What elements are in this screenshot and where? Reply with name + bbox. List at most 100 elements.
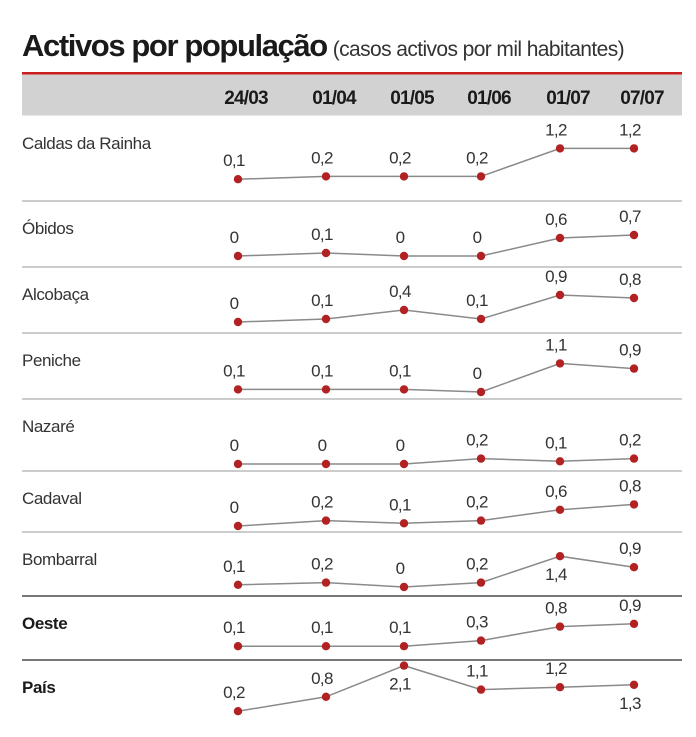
data-label: 0 (318, 436, 327, 455)
data-point (476, 387, 486, 397)
data-label: 0 (230, 498, 239, 517)
data-point (476, 454, 486, 463)
data-label: 0,1 (223, 618, 245, 637)
data-label: 0,1 (389, 618, 411, 637)
data-label: 0,9 (619, 539, 641, 558)
data-point (399, 661, 409, 670)
data-label: 0,1 (311, 225, 333, 244)
data-label: 0,8 (311, 669, 333, 688)
data-label: 1,3 (619, 694, 641, 713)
data-point (555, 622, 565, 631)
data-label: 0,2 (619, 431, 641, 450)
data-label: 0,2 (466, 148, 488, 167)
date-header-label: 01/04 (312, 88, 357, 109)
data-label: 0,2 (311, 148, 333, 167)
data-point (321, 692, 331, 701)
data-point (555, 359, 565, 368)
series-label-8: País (22, 678, 55, 697)
data-point (476, 172, 486, 181)
data-label: 2,1 (389, 675, 411, 694)
data-point (321, 459, 331, 469)
date-header-label: 01/05 (390, 88, 435, 109)
data-point (233, 459, 243, 469)
data-point (629, 454, 639, 463)
date-header-label: 07/07 (620, 88, 664, 109)
data-label: 0 (396, 559, 405, 578)
data-point (399, 582, 409, 592)
data-label: 1,1 (466, 662, 488, 681)
data-point (321, 642, 331, 651)
data-label: 0,1 (311, 618, 333, 637)
data-label: 0 (473, 364, 482, 383)
data-point (476, 636, 486, 645)
series-label-2: Alcobaça (22, 285, 90, 304)
data-label: 0,2 (466, 431, 488, 450)
data-label: 0,6 (545, 482, 567, 501)
data-label: 0,8 (619, 476, 641, 495)
data-point (555, 457, 565, 466)
data-label: 0,7 (619, 207, 641, 226)
data-label: 0,2 (466, 493, 488, 512)
data-point (399, 305, 409, 315)
data-label: 0,1 (223, 151, 245, 170)
data-label: 0,2 (466, 555, 488, 574)
data-point (555, 552, 565, 561)
series-label-3: Peniche (22, 351, 81, 370)
data-label: 0,1 (389, 361, 411, 380)
series-line-5 (237, 503, 635, 527)
date-header-label: 01/06 (467, 88, 511, 109)
series-line-7 (238, 623, 635, 647)
data-label: 0,1 (223, 557, 245, 576)
data-point (555, 683, 565, 692)
data-label: 0,1 (311, 361, 333, 380)
series-line-1 (237, 234, 635, 257)
data-label: 0,6 (545, 210, 567, 229)
data-point (555, 290, 565, 300)
data-point (399, 642, 409, 651)
data-label: 0,8 (619, 270, 641, 289)
data-point (629, 619, 639, 628)
data-point (555, 144, 565, 153)
data-point (321, 516, 331, 525)
data-label: 0,2 (311, 493, 333, 512)
series-line-4 (238, 457, 635, 465)
data-point (321, 578, 331, 587)
data-label: 1,2 (619, 120, 641, 139)
data-point (476, 685, 486, 694)
data-point (629, 680, 639, 689)
data-point (399, 519, 409, 528)
series-label-1: Óbidos (22, 219, 73, 238)
data-point (629, 230, 639, 240)
data-label: 0 (396, 228, 405, 247)
data-point (476, 251, 486, 261)
date-header-label: 24/03 (224, 88, 268, 109)
data-label: 0,9 (619, 341, 641, 360)
series-label-7: Oeste (22, 614, 67, 633)
data-label: 1,2 (545, 120, 567, 139)
data-label: 0,2 (389, 148, 411, 167)
data-point (629, 563, 639, 572)
data-label: 0,1 (223, 361, 245, 380)
data-label: 0,4 (389, 282, 411, 301)
data-point (399, 385, 409, 394)
data-label: 0,1 (311, 291, 333, 310)
series-label-4: Nazaré (22, 417, 74, 436)
data-label: 0 (396, 436, 405, 455)
data-point (233, 175, 243, 184)
data-point (629, 293, 639, 303)
series-label-5: Cadaval (22, 489, 82, 508)
series-line-6 (237, 555, 635, 588)
data-label: 0 (230, 436, 239, 455)
data-label: 0,2 (223, 683, 245, 702)
data-label: 0,2 (311, 555, 333, 574)
data-point (233, 707, 243, 716)
header-band (22, 74, 682, 116)
data-point (233, 251, 243, 261)
series-line-2 (237, 294, 635, 323)
data-label: 0,9 (619, 596, 641, 615)
data-point (476, 578, 486, 587)
data-label: 0 (473, 228, 482, 247)
data-label: 0 (230, 294, 239, 313)
data-point (321, 248, 331, 258)
